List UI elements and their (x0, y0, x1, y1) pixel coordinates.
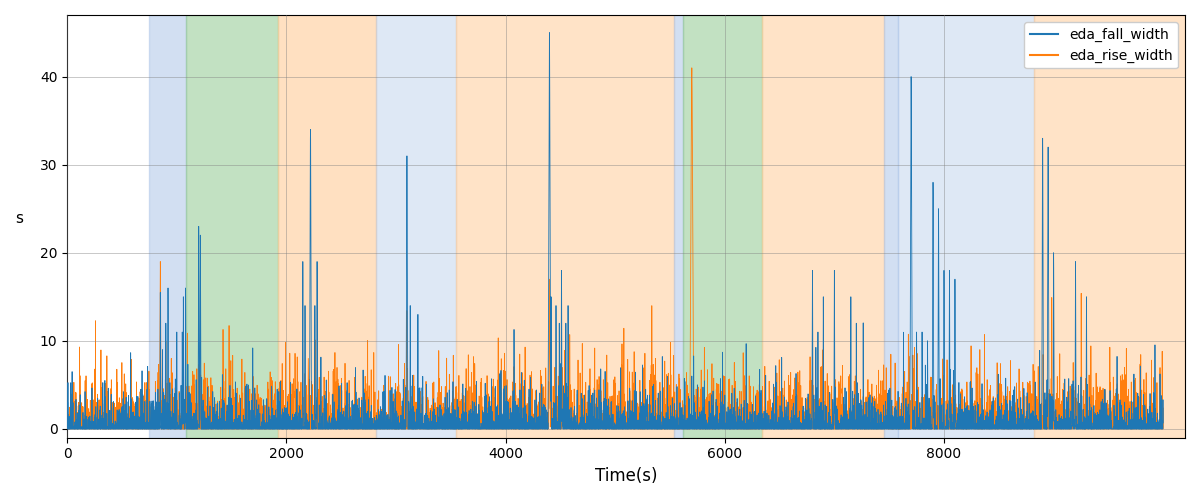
eda_rise_width (684, 65, 698, 71)
Bar (377, 15, 456, 438)
Y-axis label: s: s (16, 212, 23, 226)
eda_rise_width (65, 402, 79, 408)
Bar (1033, 15, 1184, 438)
eda_fall_width (60, 412, 74, 418)
eda_fall_width (596, 422, 611, 428)
Bar (762, 15, 883, 438)
eda_fall_width (65, 426, 79, 432)
Line: eda_fall_width: eda_fall_width (67, 32, 1163, 429)
eda_fall_width (60, 426, 74, 432)
eda_fall_width (275, 422, 289, 428)
eda_fall_width (1156, 420, 1170, 426)
Line: eda_rise_width: eda_rise_width (67, 68, 1163, 429)
X-axis label: Time(s): Time(s) (595, 467, 658, 485)
eda_rise_width (1098, 426, 1112, 432)
eda_rise_width (1156, 426, 1170, 432)
Bar (898, 15, 1033, 438)
eda_fall_width (106, 424, 120, 430)
Bar (149, 15, 186, 438)
eda_fall_width (542, 30, 557, 36)
eda_rise_width (275, 415, 289, 421)
eda_rise_width (60, 426, 74, 432)
eda_rise_width (595, 417, 610, 423)
Bar (456, 15, 674, 438)
Bar (186, 15, 277, 438)
Legend: eda_fall_width, eda_rise_width: eda_fall_width, eda_rise_width (1025, 22, 1178, 68)
eda_fall_width (126, 422, 140, 428)
eda_fall_width (1098, 425, 1112, 431)
eda_rise_width (126, 396, 140, 402)
eda_rise_width (106, 426, 120, 432)
Bar (683, 15, 762, 438)
Bar (277, 15, 377, 438)
Bar (883, 15, 898, 438)
Bar (674, 15, 683, 438)
